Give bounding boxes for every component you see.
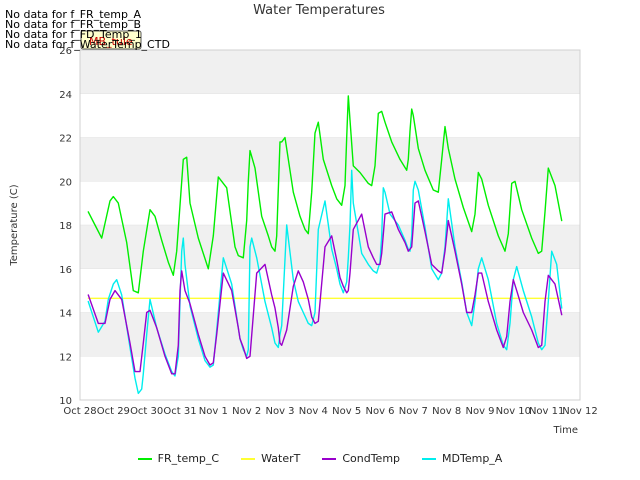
x-tick-label: Nov 1: [199, 406, 228, 417]
legend-item[interactable]: MDTemp_A: [422, 452, 502, 465]
x-tick-label: Nov 10: [496, 406, 531, 417]
x-tick-label: Nov 8: [432, 406, 461, 417]
no-data-message: No data for f_FR_temp_B: [5, 18, 142, 31]
grid-band: [80, 137, 580, 182]
plot-frame: [79, 49, 581, 401]
legend-item[interactable]: WaterT: [241, 452, 300, 465]
legend-label: MDTemp_A: [442, 452, 503, 465]
legend-label: FR_temp_C: [157, 452, 220, 465]
no-data-message: No data for f_FR_temp_A: [5, 8, 141, 21]
x-tick-label: Oct 30: [130, 406, 163, 417]
tooltip-box: MB_tule: [80, 30, 142, 50]
y-tick-label: 22: [59, 134, 72, 145]
y-tick-label: 26: [59, 46, 72, 57]
series-line-CondTemp: [87, 200, 563, 375]
y-tick-label: 20: [59, 177, 72, 188]
legend-label: CondTemp: [342, 452, 401, 465]
y-tick-label: 18: [59, 221, 72, 232]
y-tick-label: 10: [59, 396, 72, 407]
no-data-message: No data for f_WaterTemp_CTD: [5, 38, 170, 51]
legend-swatch: [241, 457, 256, 460]
x-tick-label: Nov 7: [399, 406, 428, 417]
legend: FR_temp_C WaterT CondTemp MDTemp_A: [0, 452, 640, 465]
x-axis-ticks: Oct 28 Oct 29 Oct 30 Oct 31 Nov 1 Nov 2 Nov 3 N…: [63, 406, 597, 417]
series-line-MDTemp_A: [87, 169, 563, 395]
legend-swatch: [422, 457, 437, 460]
y-tick-label: 16: [59, 265, 72, 276]
series-layer: [87, 95, 563, 395]
x-tick-label: Oct 31: [163, 406, 196, 417]
x-tick-label: Nov 6: [365, 406, 394, 417]
legend-swatch: [322, 457, 337, 460]
y-tick-label: 12: [59, 352, 72, 363]
x-tick-label: Nov 4: [299, 406, 328, 417]
tooltip-label: MB_tule: [89, 35, 133, 48]
x-tick-label: Nov 9: [465, 406, 494, 417]
no-data-message: No data for f_FD_Temp_1: [5, 28, 142, 41]
grid-band: [80, 225, 580, 269]
y-tick-label: 14: [59, 309, 72, 320]
x-tick-label: Nov 2: [232, 406, 261, 417]
x-tick-label: Nov 3: [265, 406, 294, 417]
y-axis-label: Temperature (C): [9, 184, 20, 266]
legend-item[interactable]: CondTemp: [322, 452, 400, 465]
chart-title: Water Temperatures: [253, 3, 385, 18]
x-tick-label: Nov 12: [562, 406, 597, 417]
x-tick-label: Oct 29: [97, 406, 130, 417]
y-tick-label: 24: [59, 90, 72, 101]
legend-label: WaterT: [261, 452, 301, 465]
grid-band: [80, 50, 580, 94]
x-tick-label: Nov 11: [529, 406, 564, 417]
legend-item[interactable]: FR_temp_C: [137, 452, 220, 465]
x-tick-label: Oct 28: [63, 406, 96, 417]
y-axis-ticks: 10 12 14 16 18 20 22 24 26: [59, 46, 72, 407]
legend-swatch: [137, 457, 152, 460]
x-axis-label: Time: [553, 425, 578, 436]
x-tick-label: Nov 5: [332, 406, 361, 417]
series-line-FR_temp_C: [87, 95, 563, 294]
